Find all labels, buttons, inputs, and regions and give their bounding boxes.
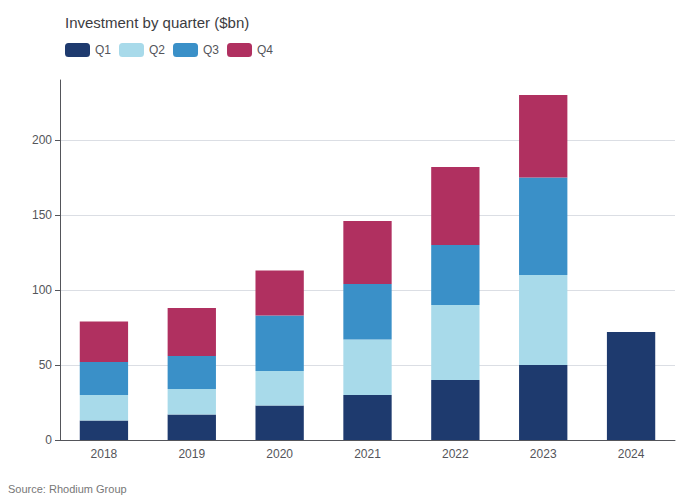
svg-text:Q1: Q1 (95, 43, 111, 57)
svg-text:100: 100 (32, 283, 52, 297)
svg-text:200: 200 (32, 133, 52, 147)
svg-text:2020: 2020 (266, 447, 293, 461)
svg-text:2018: 2018 (91, 447, 118, 461)
svg-text:2024: 2024 (618, 447, 645, 461)
svg-text:0: 0 (45, 433, 52, 447)
svg-text:Q2: Q2 (149, 43, 165, 57)
svg-text:Investment by quarter ($bn): Investment by quarter ($bn) (65, 14, 249, 31)
svg-text:50: 50 (39, 358, 53, 372)
svg-text:2021: 2021 (354, 447, 381, 461)
svg-text:150: 150 (32, 208, 52, 222)
svg-text:Q4: Q4 (257, 43, 273, 57)
svg-text:2022: 2022 (442, 447, 469, 461)
svg-text:Q3: Q3 (203, 43, 219, 57)
svg-text:2019: 2019 (178, 447, 205, 461)
svg-text:2023: 2023 (530, 447, 557, 461)
svg-text:Source: Rhodium Group: Source: Rhodium Group (8, 483, 127, 495)
